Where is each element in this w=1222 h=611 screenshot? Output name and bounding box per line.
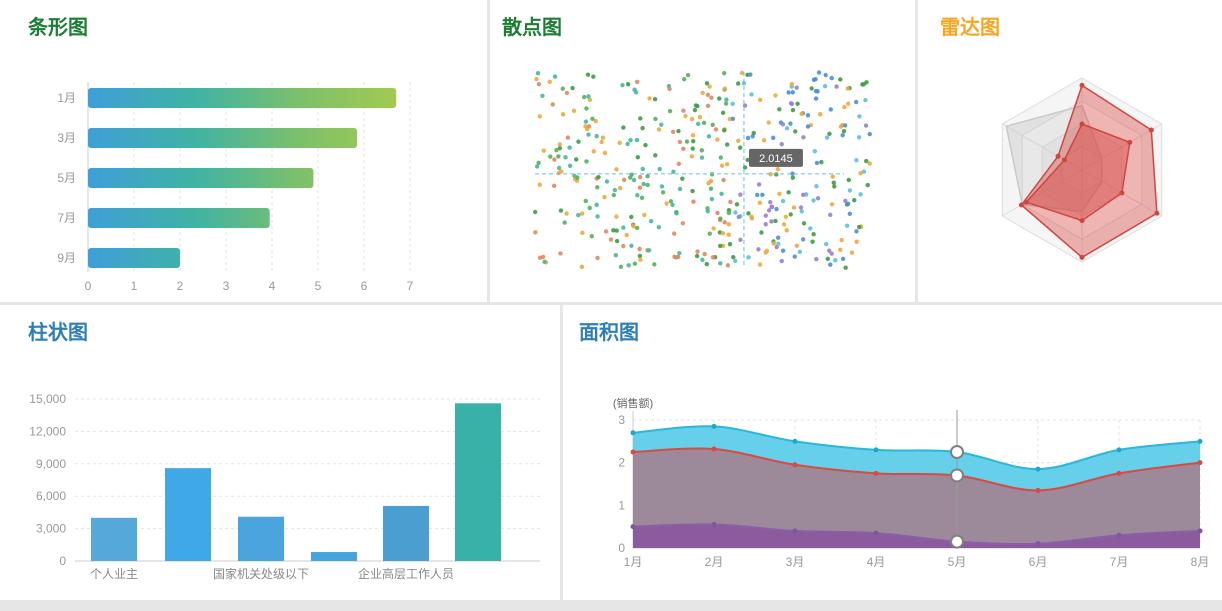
svg-text:9,000: 9,000 <box>36 457 66 471</box>
area-chart-panel: 面积图 1月 2月 3月 4月 5月 6月 7月 8月 0 1 2 3 (销售额) <box>563 305 1222 600</box>
bar-chart-title: 条形图 <box>28 17 88 39</box>
svg-text:2: 2 <box>177 279 184 293</box>
scatter-tooltip: 2.0145 <box>748 148 803 167</box>
horizontal-bar-chart[interactable]: 0 1 2 3 4 5 6 7 1月 3月 5月 7月 9月 <box>0 0 487 302</box>
svg-text:1月: 1月 <box>624 555 643 569</box>
scatter-chart-title: 散点图 <box>502 17 562 39</box>
svg-text:6: 6 <box>361 279 368 293</box>
column-chart-panel: 柱状图 0 3,000 6,000 9,000 12,000 15,000 个人业主 国家机关… <box>0 305 560 600</box>
radar-chart[interactable] <box>918 0 1222 302</box>
scatter-chart[interactable]: 2.0145 <box>490 0 915 302</box>
svg-text:3: 3 <box>223 279 230 293</box>
svg-text:0: 0 <box>618 541 625 555</box>
column-chart-title: 柱状图 <box>28 322 88 344</box>
svg-text:企业高层工作人员: 企业高层工作人员 <box>358 566 454 581</box>
svg-text:5: 5 <box>315 279 322 293</box>
svg-text:1: 1 <box>131 279 138 293</box>
bar-chart-panel: 条形图 0 1 2 3 4 5 6 7 1月 3月 5月 7月 9月 <box>0 0 487 302</box>
svg-text:7月: 7月 <box>57 211 76 225</box>
svg-text:0: 0 <box>85 279 92 293</box>
radar-chart-panel: 雷达图 <box>918 0 1222 302</box>
svg-text:12,000: 12,000 <box>29 424 66 438</box>
svg-text:4: 4 <box>269 279 276 293</box>
svg-text:9月: 9月 <box>57 251 76 265</box>
svg-text:7: 7 <box>407 279 414 293</box>
svg-text:2: 2 <box>618 456 625 470</box>
area-chart[interactable]: 1月 2月 3月 4月 5月 6月 7月 8月 0 1 2 3 (销售额) <box>563 305 1222 600</box>
scatter-chart-panel: 散点图 2.0145 <box>490 0 915 302</box>
svg-text:1: 1 <box>618 498 625 512</box>
svg-text:1月: 1月 <box>57 91 76 105</box>
svg-text:(销售额): (销售额) <box>613 396 653 410</box>
svg-text:3: 3 <box>618 413 625 427</box>
svg-text:15,000: 15,000 <box>29 392 66 406</box>
column-chart[interactable]: 0 3,000 6,000 9,000 12,000 15,000 个人业主 国家机关处级以下… <box>0 305 560 600</box>
radar-chart-title: 雷达图 <box>940 17 1000 39</box>
svg-text:2.0145: 2.0145 <box>759 153 793 165</box>
svg-text:4月: 4月 <box>867 555 886 569</box>
svg-text:个人业主: 个人业主 <box>90 567 138 581</box>
area-chart-title: 面积图 <box>579 322 639 344</box>
svg-text:7月: 7月 <box>1110 555 1129 569</box>
svg-text:3月: 3月 <box>57 131 76 145</box>
svg-text:0: 0 <box>59 554 66 568</box>
svg-text:国家机关处级以下: 国家机关处级以下 <box>213 566 309 581</box>
svg-text:8月: 8月 <box>1191 555 1210 569</box>
svg-text:5月: 5月 <box>57 171 76 185</box>
svg-text:3,000: 3,000 <box>36 522 66 536</box>
svg-text:6,000: 6,000 <box>36 489 66 503</box>
svg-text:6月: 6月 <box>1029 555 1048 569</box>
svg-text:3月: 3月 <box>786 555 805 569</box>
svg-text:2月: 2月 <box>705 555 724 569</box>
svg-text:5月: 5月 <box>948 555 967 569</box>
